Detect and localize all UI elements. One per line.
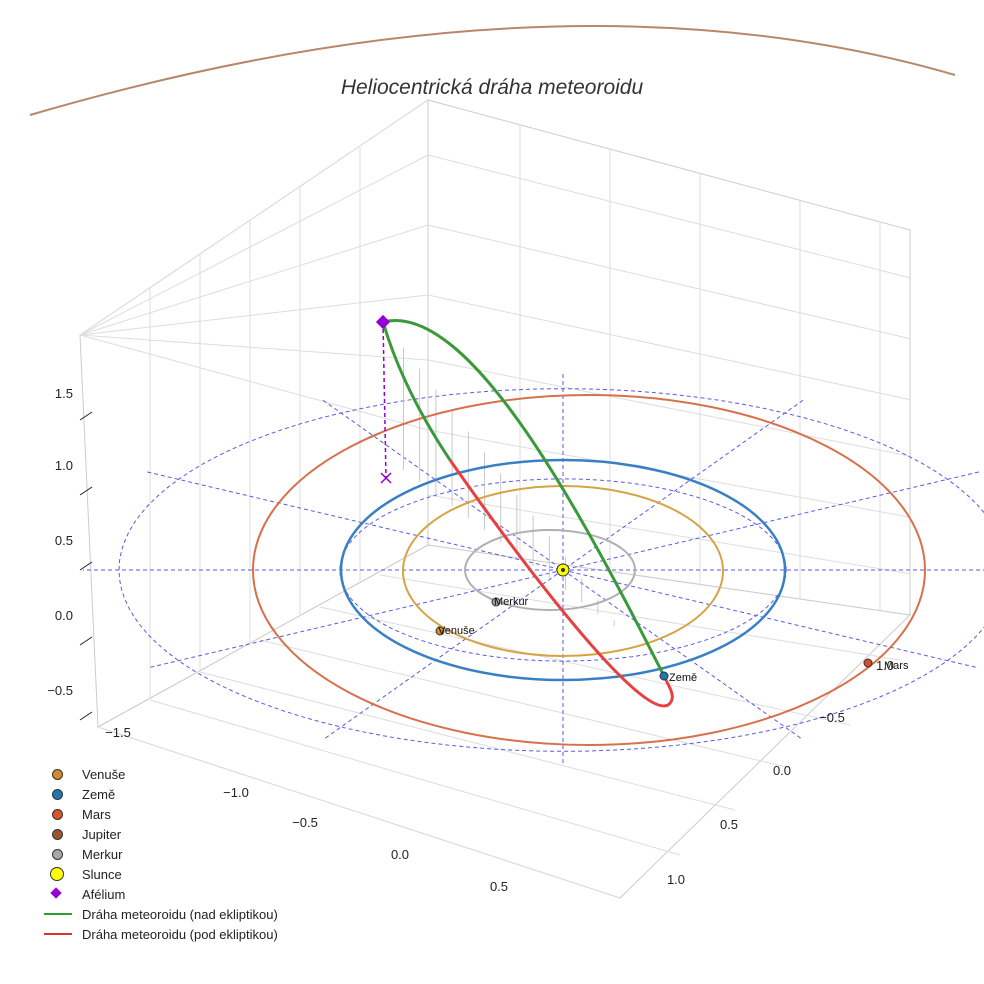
grid-line xyxy=(79,224,429,336)
orbit-zeme xyxy=(339,458,787,682)
legend-label: Země xyxy=(82,786,116,802)
meteoroid-orbit-above-back xyxy=(381,321,452,461)
y-tick-label: 0.5 xyxy=(720,817,738,832)
sun-group xyxy=(556,563,570,577)
y-tick-label: 1.0 xyxy=(667,872,685,887)
x-tick-label: −0.5 xyxy=(292,815,318,830)
legend-item-slunce: Slunce xyxy=(44,864,122,884)
orbit-mars xyxy=(252,394,926,746)
aphelion-dropline xyxy=(382,321,387,479)
legend: Venuše Země Mars Jupiter Merkur Slunce A… xyxy=(44,764,374,948)
x-tick-label: −1.0 xyxy=(223,785,249,800)
z-tick-label: 1.5 xyxy=(55,386,73,401)
aphelion-marker xyxy=(375,314,391,330)
legend-label: Jupiter xyxy=(82,826,122,842)
sun-center-dot xyxy=(561,568,565,572)
orbit-jupiter-arc xyxy=(29,25,956,116)
y-tick-label: 0.0 xyxy=(773,763,791,778)
grid-line xyxy=(199,671,736,811)
z-tick-mark xyxy=(79,411,93,421)
legend-item-venuse: Venuše xyxy=(44,764,125,784)
y-tick-label: 1.0 xyxy=(876,658,894,673)
meteoroid-orbit-below xyxy=(448,459,674,708)
z-tick-mark xyxy=(79,636,93,646)
orbit-venuse xyxy=(402,485,724,657)
grid-line xyxy=(427,494,911,575)
legend-marker-jupiter xyxy=(52,829,63,840)
y-tick-label: −0.5 xyxy=(819,710,845,725)
orbit-merkur xyxy=(464,529,636,611)
legend-label: Mars xyxy=(82,806,111,822)
legend-item-afelium: Afélium xyxy=(44,884,125,904)
planet-label: Merkur xyxy=(494,596,529,608)
planet-orbits xyxy=(29,25,956,746)
legend-line-below xyxy=(44,933,72,935)
planet-label: Země xyxy=(669,672,697,684)
grid-line xyxy=(97,726,621,899)
planet-label: Mars xyxy=(884,660,909,672)
z-tick-mark xyxy=(79,711,93,721)
legend-item-zeme: Země xyxy=(44,784,115,804)
planet-label: Venuše xyxy=(438,625,475,637)
grid-line xyxy=(427,294,911,401)
grid-line xyxy=(79,294,429,336)
grid-line xyxy=(149,699,681,856)
aphelion-projection-marker xyxy=(380,472,392,484)
legend-marker-afelium xyxy=(50,887,62,899)
grid-line xyxy=(79,154,429,336)
z-tick-label: −0.5 xyxy=(47,683,73,698)
legend-label: Dráha meteoroidu (nad ekliptikou) xyxy=(82,906,278,922)
legend-item-merkur: Merkur xyxy=(44,844,122,864)
legend-line-above xyxy=(44,913,72,915)
legend-marker-zeme xyxy=(52,789,63,800)
z-tick-mark xyxy=(79,561,93,571)
drop-lines xyxy=(403,347,615,626)
legend-marker-slunce xyxy=(50,867,64,881)
mars-marker xyxy=(863,658,873,668)
merkur-marker xyxy=(491,597,501,607)
z-tick-label: 0.5 xyxy=(55,533,73,548)
grid-line xyxy=(427,154,911,279)
legend-label: Afélium xyxy=(82,886,126,902)
grid-line xyxy=(319,606,851,726)
meteoroid-orbit-above xyxy=(382,318,666,677)
legend-item-orbit-below: Dráha meteoroidu (pod ekliptikou) xyxy=(44,924,278,944)
chart-title: Heliocentrická dráha meteoroidu xyxy=(341,76,644,99)
grid-line xyxy=(379,574,901,661)
meteoroid-orbit xyxy=(381,318,674,708)
z-tick-label: 1.0 xyxy=(55,458,73,473)
grid-line xyxy=(79,334,429,361)
x-tick-label: 0.0 xyxy=(391,847,409,862)
grid-line xyxy=(427,359,911,457)
z-tick-mark xyxy=(79,486,93,496)
legend-label: Venuše xyxy=(82,766,126,782)
x-tick-label: 0.5 xyxy=(490,879,508,894)
axis-ticks: −0.5 0.0 0.5 1.0 1.5 −1.5 −1.0 −0.5 0.0 0.5 −0.5 0.… xyxy=(47,386,894,894)
z-tick-label: 0.0 xyxy=(55,608,73,623)
legend-marker-mars xyxy=(52,809,63,820)
grid-line xyxy=(79,99,429,336)
grid-line xyxy=(427,224,911,340)
venuse-marker xyxy=(435,626,445,636)
legend-label: Dráha meteoroidu (pod ekliptikou) xyxy=(82,926,278,942)
bodies: Merkur Venuše Země Mars xyxy=(375,314,909,684)
legend-item-jupiter: Jupiter xyxy=(44,824,121,844)
legend-item-mars: Mars xyxy=(44,804,111,824)
legend-label: Merkur xyxy=(82,846,123,862)
legend-marker-venuse xyxy=(52,769,63,780)
grid-line xyxy=(259,639,791,769)
x-tick-label: −1.5 xyxy=(105,725,131,740)
grid-lines xyxy=(79,99,911,899)
legend-marker-merkur xyxy=(52,849,63,860)
legend-label: Slunce xyxy=(82,866,122,882)
grid-line xyxy=(79,334,429,431)
zeme-marker xyxy=(659,671,669,681)
legend-item-orbit-above: Dráha meteoroidu (nad ekliptikou) xyxy=(44,904,278,924)
